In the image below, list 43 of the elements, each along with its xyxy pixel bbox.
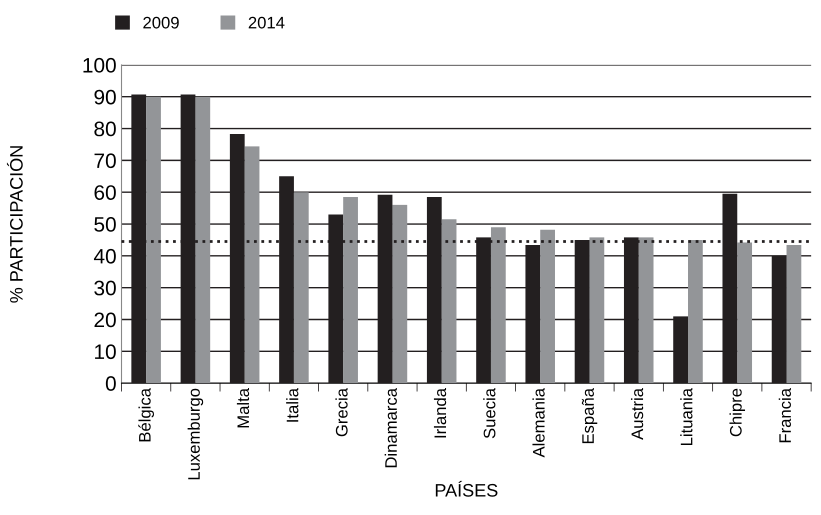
y-tick-label: 80 bbox=[94, 122, 116, 136]
bar bbox=[737, 242, 752, 384]
bar bbox=[244, 146, 260, 384]
y-tick-label: 0 bbox=[106, 376, 116, 391]
x-tick-label: Lituania bbox=[680, 388, 692, 446]
y-tick-label: 70 bbox=[94, 153, 116, 168]
y-axis-title: % PARTICIPACIÓN bbox=[6, 146, 23, 303]
legend-label: 2009 bbox=[143, 16, 179, 29]
bar bbox=[638, 237, 654, 384]
x-tick-label: Chipre bbox=[729, 388, 746, 436]
x-tick-label: Austria bbox=[630, 388, 644, 440]
x-tick-label: Italia bbox=[286, 388, 298, 422]
y-tick-label: 100 bbox=[83, 58, 116, 73]
y-tick-label: 40 bbox=[94, 248, 116, 264]
x-tick-label: Bélgica bbox=[138, 388, 154, 442]
x-tick-label: Suecia bbox=[483, 388, 496, 438]
bar bbox=[786, 245, 802, 384]
y-tick-label: 50 bbox=[94, 217, 116, 232]
x-tick-label: Irlanda bbox=[434, 388, 446, 438]
x-tick-label: Luxemburgo bbox=[188, 388, 204, 480]
bar bbox=[294, 192, 309, 384]
bar bbox=[392, 204, 408, 384]
x-tick-label: Alemania bbox=[532, 388, 545, 458]
bar bbox=[490, 227, 506, 384]
x-tick-label: Dinamarca bbox=[384, 388, 397, 468]
x-axis-title: PAÍSES bbox=[436, 480, 498, 497]
y-tick-label: 20 bbox=[94, 312, 116, 328]
bar bbox=[589, 237, 604, 384]
bar bbox=[195, 96, 210, 384]
bar bbox=[442, 219, 456, 384]
bar bbox=[540, 230, 555, 384]
legend-label: 2014 bbox=[248, 16, 284, 29]
bar bbox=[343, 196, 358, 384]
bar bbox=[146, 96, 161, 384]
x-tick-label: Francia bbox=[778, 388, 791, 442]
y-tick-label: 10 bbox=[95, 344, 116, 360]
y-tick-label: 60 bbox=[94, 185, 116, 200]
y-tick-label: 90 bbox=[94, 90, 116, 104]
bar bbox=[688, 240, 703, 384]
x-tick-label: Malta bbox=[236, 388, 250, 428]
x-tick-label: España bbox=[582, 388, 598, 444]
y-tick-label: 30 bbox=[94, 280, 116, 296]
x-tick-label: Grecia bbox=[335, 388, 348, 436]
